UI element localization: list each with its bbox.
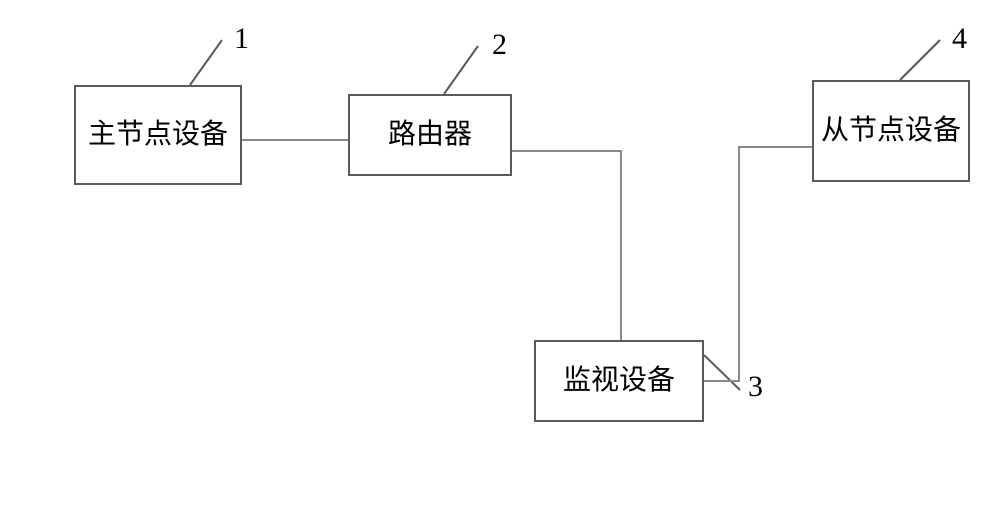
tick-1 [0,0,1000,520]
label-4: 4 [952,22,967,56]
tick-4 [0,0,1000,520]
connector-3-4-h [704,380,740,382]
label-1: 1 [234,22,249,56]
label-3: 3 [748,370,763,404]
tick-3 [0,0,1000,520]
node-slave-label: 从节点设备 [821,113,961,149]
label-2: 2 [492,28,507,62]
connector-4-v [738,146,740,382]
tick-2 [0,0,1000,520]
connector-4-h [738,146,812,148]
connector-1-2 [242,139,348,141]
node-master: 主节点设备 [74,85,242,185]
connector-2-3-v [620,150,622,340]
node-monitor-label: 监视设备 [563,363,675,399]
connector-2-right-h [512,150,622,152]
node-master-label: 主节点设备 [88,117,228,153]
node-slave: 从节点设备 [812,80,970,182]
node-monitor: 监视设备 [534,340,704,422]
node-router-label: 路由器 [388,117,472,153]
node-router: 路由器 [348,94,512,176]
